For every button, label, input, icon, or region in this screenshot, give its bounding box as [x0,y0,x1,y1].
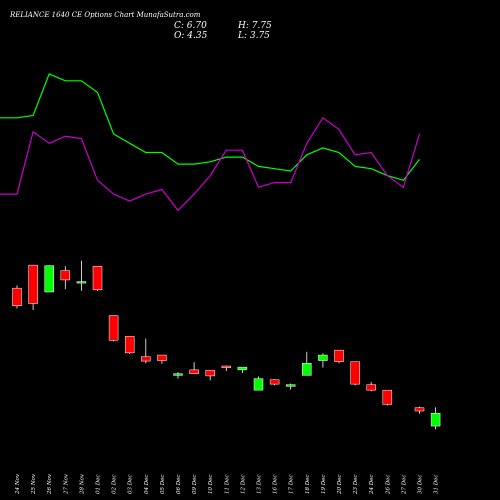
x-tick-label: 10 Dec [208,475,214,495]
candle-body [12,287,22,306]
candle-body [253,378,264,391]
x-tick-label: 24 Nov [15,473,21,495]
x-tick-label: 05 Dec [160,475,166,495]
candle-body [28,264,38,304]
candle-body [108,315,119,341]
candle [430,407,441,430]
candle [28,264,38,311]
x-tick-label: 02 Dec [112,475,118,495]
open-label: O: 4.35 [174,31,208,41]
indicator-line-2 [0,116,421,212]
candle-body [92,265,103,291]
candle [141,338,151,364]
candles [12,260,441,430]
candle-body [205,370,215,377]
candle-body [221,365,232,368]
candle [60,266,71,290]
x-tick-label: 04 Dec [144,475,150,495]
x-tick-label: 27 Dec [401,475,407,496]
x-tick-label: 26 Nov [47,473,53,495]
candle [318,353,328,368]
candle-body [60,270,71,281]
x-axis-ticks: 24 Nov 25 Nov 26 Nov 27 Nov 28 Nov 01 Dec 02 D… [15,473,440,495]
x-tick-label: 31 Dec [434,475,440,495]
candle-body [189,369,199,374]
candle-body [350,361,360,385]
indicator-lines [0,73,421,212]
candle [269,379,280,386]
candle [205,370,215,381]
candle [189,362,199,374]
candle [334,349,344,364]
high-label: H: 7.75 [237,21,272,31]
candle [302,351,312,376]
x-tick-label: 13 Dec [257,475,263,495]
candle [253,376,264,391]
candle-body [318,354,328,361]
candle-body [124,336,135,354]
x-tick-label: 26 Dec [385,475,391,496]
x-tick-label: 09 Dec [192,475,198,495]
candle-body [382,389,393,405]
candle [124,336,135,354]
candle-body [302,363,312,376]
chart-title: RELIANCE 1640 CE Options Chart MunafaSut… [9,11,201,19]
candle-body [76,281,87,284]
x-tick-label: 25 Nov [31,473,37,495]
candle-body [44,265,54,293]
low-label: L: 3.75 [237,31,270,41]
candle [92,265,103,291]
x-tick-label: 27 Nov [63,473,69,495]
candle [157,354,167,364]
candle [12,285,22,309]
candle-body [414,407,425,412]
candle [285,383,296,390]
x-tick-label: 18 Dec [305,475,311,495]
candle [366,381,376,392]
x-tick-label: 19 Dec [321,475,327,495]
indicator-line-1 [0,73,420,181]
candle-body [334,349,344,362]
close-label: C: 6.70 [174,21,207,31]
candle [108,315,119,342]
x-tick-label: 06 Dec [176,475,182,495]
candle-body [285,384,296,387]
x-tick-label: 23 Dec [353,475,359,496]
candle [221,365,232,371]
x-tick-label: 01 Dec [96,475,102,495]
candle [237,366,248,374]
candle [382,389,393,406]
x-tick-label: 30 Dec [418,475,424,495]
x-tick-label: 11 Dec [224,475,230,495]
candle [414,406,425,414]
candle [173,372,183,379]
x-tick-label: 28 Nov [79,473,85,495]
candle [44,265,54,293]
candle [350,361,360,386]
x-tick-label: 17 Dec [289,475,295,495]
candle-body [141,356,151,362]
candle-body [366,384,376,391]
candle-body [157,354,167,361]
x-tick-label: 20 Dec [337,475,343,496]
x-tick-label: 12 Dec [240,475,246,495]
x-tick-label: 03 Dec [128,475,134,495]
x-tick-label: 16 Dec [273,475,279,495]
candle-body [173,373,183,376]
candle [76,260,87,291]
candle-body [269,379,280,385]
candle-body [237,366,248,371]
candle-body [430,412,441,427]
x-tick-label: 24 Dec [369,475,375,496]
